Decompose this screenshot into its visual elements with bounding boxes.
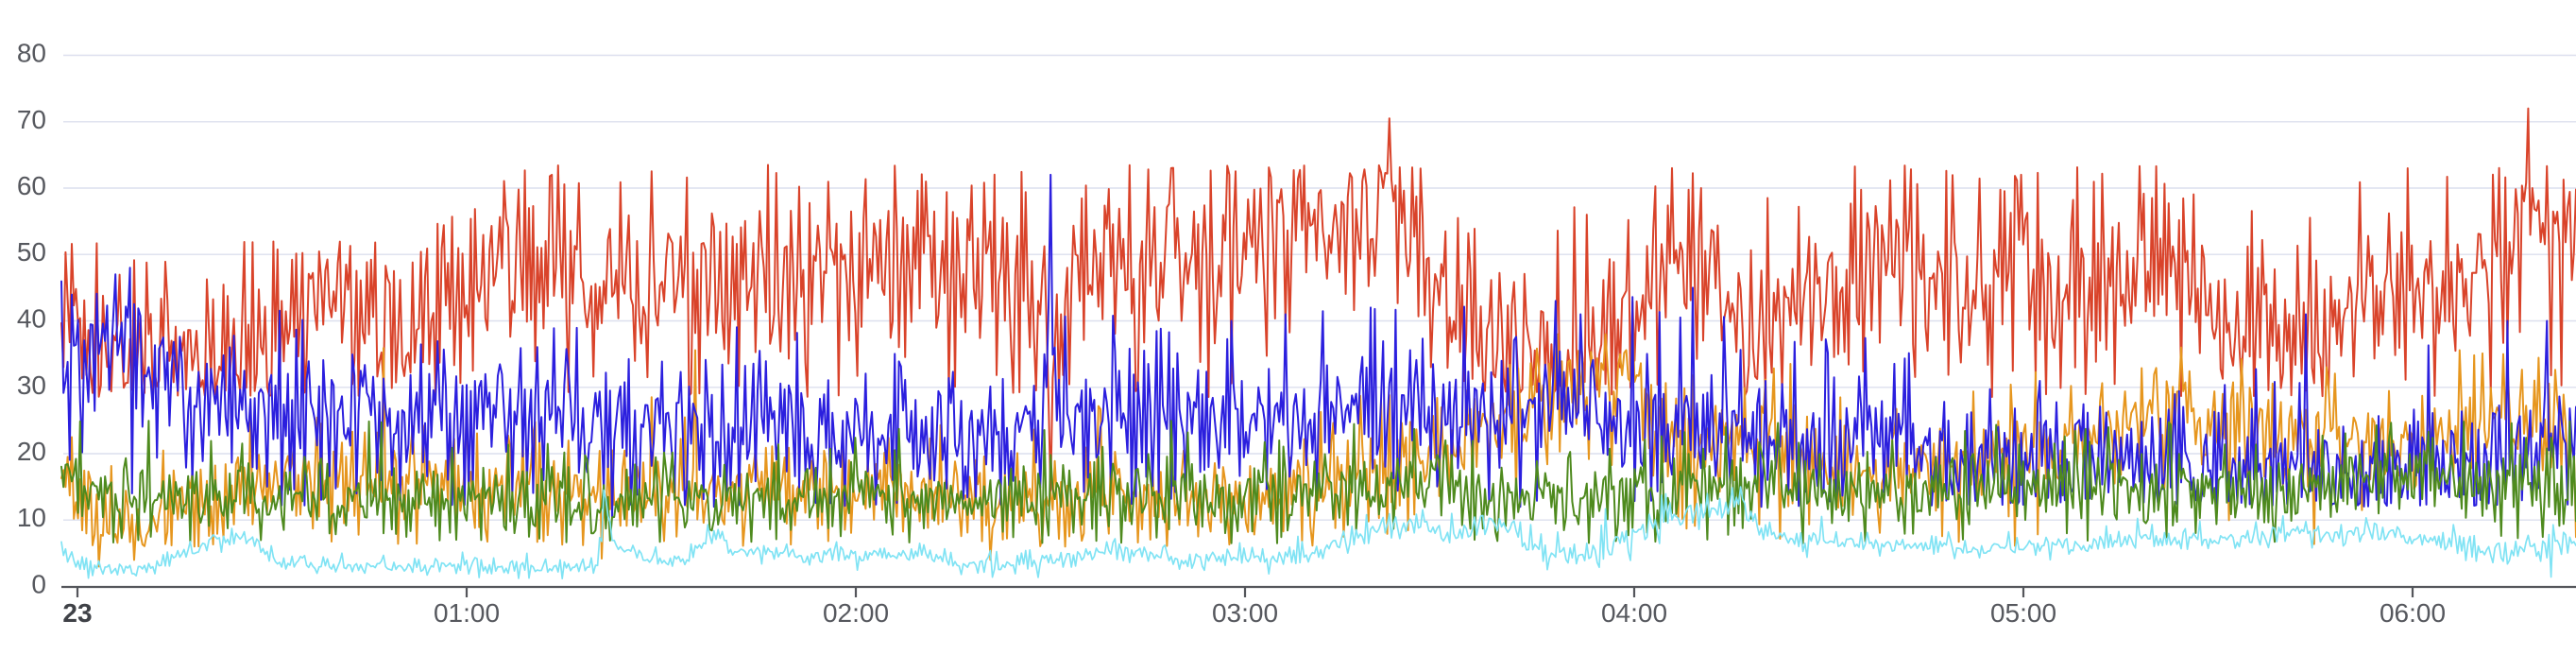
svg-text:70: 70 bbox=[17, 105, 46, 134]
svg-text:50: 50 bbox=[17, 237, 46, 267]
svg-text:10: 10 bbox=[17, 503, 46, 532]
svg-text:23: 23 bbox=[62, 598, 92, 628]
svg-text:05:00: 05:00 bbox=[1990, 598, 2056, 628]
svg-text:02:00: 02:00 bbox=[823, 598, 889, 628]
svg-text:30: 30 bbox=[17, 371, 46, 400]
svg-text:0: 0 bbox=[31, 570, 46, 599]
svg-text:03:00: 03:00 bbox=[1212, 598, 1278, 628]
svg-text:60: 60 bbox=[17, 171, 46, 200]
svg-text:04:00: 04:00 bbox=[1601, 598, 1667, 628]
svg-text:01:00: 01:00 bbox=[434, 598, 500, 628]
svg-text:06:00: 06:00 bbox=[2380, 598, 2446, 628]
svg-text:80: 80 bbox=[17, 39, 46, 68]
svg-text:40: 40 bbox=[17, 304, 46, 334]
svg-text:20: 20 bbox=[17, 437, 46, 466]
